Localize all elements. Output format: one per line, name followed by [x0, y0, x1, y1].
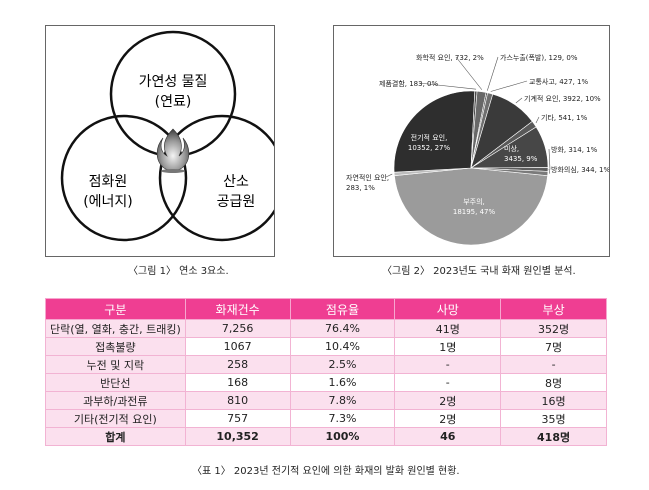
pie-leader-line: [385, 173, 393, 178]
cell-share: 2.5%: [289, 355, 396, 374]
cell-injuries: 35명: [500, 409, 607, 428]
col-deaths: 사망: [394, 298, 502, 320]
pie-leader-line: [455, 56, 483, 90]
cell-deaths: 46: [394, 427, 502, 446]
oxygen-sublabel: 공급원: [217, 194, 256, 210]
fuel-label: 가연성 물질: [139, 74, 208, 90]
cell-count: 10,352: [184, 427, 291, 446]
pie-leader-line: [535, 116, 540, 124]
cell-category: 합계: [45, 427, 186, 446]
cell-deaths: 1명: [394, 337, 502, 356]
fuel-sublabel: (연료): [155, 94, 192, 110]
pie-label: 기타, 541, 1%: [541, 113, 588, 122]
pie-label: 방화의심, 344, 1%: [551, 165, 609, 174]
pie-leader-line: [515, 97, 523, 104]
fire-cause-chart: 부주의, 18195, 47% 자연적인 요인, 283, 1% 전기적 요인, 1035…: [333, 25, 610, 257]
col-category: 구분: [45, 298, 186, 320]
table-row: 단락(열, 열화, 충간, 트래킹) 7,256 76.4% 41명 352명: [45, 319, 607, 338]
pie-slice: [393, 90, 476, 173]
col-fire-count: 화재건수: [184, 298, 291, 320]
cell-injuries: 16명: [500, 391, 607, 410]
cell-share: 7.8%: [289, 391, 396, 410]
cell-share: 7.3%: [289, 409, 396, 428]
cell-category: 기타(전기적 요인): [45, 409, 186, 428]
table-total-row: 합계 10,352 100% 46 418명: [45, 427, 607, 446]
cell-category: 과부하/과전류: [45, 391, 186, 410]
col-share: 점유율: [289, 298, 396, 320]
cell-injuries: -: [500, 355, 607, 374]
ignition-label: 점화원: [89, 174, 128, 190]
cell-deaths: 2명: [394, 391, 502, 410]
cell-count: 810: [184, 391, 291, 410]
pie-label: 제품결함, 183, 0%: [379, 79, 438, 88]
pie-label: 화학적 요인, 732, 2%: [416, 53, 484, 62]
cell-count: 258: [184, 355, 291, 374]
cell-injuries: 418명: [500, 427, 607, 446]
pie-slice: [394, 167, 548, 246]
cell-count: 757: [184, 409, 291, 428]
cell-category: 접촉불량: [45, 337, 186, 356]
cell-deaths: -: [394, 373, 502, 392]
ignition-sublabel: (에너지): [83, 194, 133, 210]
cell-category: 반단선: [45, 373, 186, 392]
table-row: 과부하/과전류 810 7.8% 2명 16명: [45, 391, 607, 410]
cell-category: 누전 및 지락: [45, 355, 186, 374]
cell-deaths: -: [394, 355, 502, 374]
pie-label: 기계적 요인, 3922, 10%: [524, 94, 601, 103]
pie-slice: [470, 167, 549, 176]
pie-leader-line: [548, 148, 551, 170]
fire-elements-figure: 가연성 물질 (연료) 점화원 (에너지) 산소 공급원: [45, 25, 275, 257]
cell-share: 76.4%: [289, 319, 396, 338]
cell-category: 단락(열, 열화, 충간, 트래킹): [45, 319, 186, 338]
cell-count: 168: [184, 373, 291, 392]
pie-label: 전기적 요인, 10352, 27%: [408, 133, 451, 152]
pie-leader-line: [490, 80, 528, 92]
cell-share: 1.6%: [289, 373, 396, 392]
pie-label: 미상, 3435, 9%: [504, 144, 538, 163]
cell-injuries: 352명: [500, 319, 607, 338]
cell-count: 7,256: [184, 319, 291, 338]
cell-deaths: 2명: [394, 409, 502, 428]
venn-diagram: 가연성 물질 (연료) 점화원 (에너지) 산소 공급원: [60, 30, 274, 242]
cell-count: 1067: [184, 337, 291, 356]
pie-label: 가스누출(폭발), 129, 0%: [500, 53, 578, 62]
table-row: 누전 및 지락 258 2.5% - -: [45, 355, 607, 374]
table-row: 접촉불량 1067 10.4% 1명 7명: [45, 337, 607, 356]
cell-deaths: 41명: [394, 319, 502, 338]
cell-injuries: 7명: [500, 337, 607, 356]
table-caption: 〈표 1〉 2023년 전기적 요인에 의한 화재의 발화 원인별 현황.: [192, 466, 460, 477]
cell-injuries: 8명: [500, 373, 607, 392]
pie-chart: 부주의, 18195, 47% 자연적인 요인, 283, 1% 전기적 요인, 1035…: [346, 53, 609, 246]
pie-label: 자연적인 요인, 283, 1%: [346, 173, 389, 192]
pie-label: 교통사고, 427, 1%: [529, 77, 588, 86]
figure1-caption: 〈그림 1〉 연소 3요소.: [128, 266, 229, 277]
pie-label: 방화, 314, 1%: [551, 145, 598, 154]
cell-share: 10.4%: [289, 337, 396, 356]
flame-icon: [156, 128, 190, 173]
ignition-circle: [60, 114, 188, 242]
table-row: 반단선 168 1.6% - 8명: [45, 373, 607, 392]
pie-leader-line: [418, 82, 477, 90]
table-row: 기타(전기적 요인) 757 7.3% 2명 35명: [45, 409, 607, 428]
cell-share: 100%: [289, 427, 396, 446]
oxygen-circle: [158, 114, 274, 242]
table-header-row: 구분 화재건수 점유율 사망 부상: [45, 298, 607, 320]
pie-leader-line: [486, 56, 499, 91]
pie-leader-line: [548, 168, 551, 174]
col-injuries: 부상: [500, 298, 607, 320]
figure2-caption: 〈그림 2〉 2023년도 국내 화재 원인별 분석.: [382, 266, 576, 277]
oxygen-label: 산소: [223, 174, 249, 190]
electrical-fire-table: 구분 화재건수 점유율 사망 부상 단락(열, 열화, 충간, 트래킹) 7,2…: [45, 298, 607, 446]
pie-label: 부주의, 18195, 47%: [453, 197, 496, 216]
